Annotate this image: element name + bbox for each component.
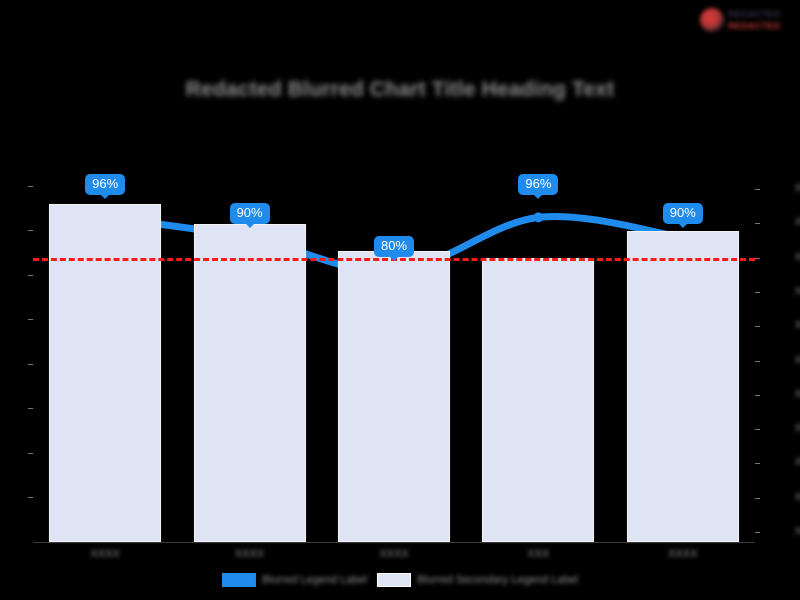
data-label-bubble: 90%	[229, 202, 270, 228]
y-axis-tick-right	[755, 429, 760, 431]
y-axis-tick-right	[755, 463, 760, 465]
bar-column[interactable]	[482, 257, 595, 542]
bar-column[interactable]	[193, 224, 306, 542]
y-axis-tick-left	[28, 230, 33, 232]
y-axis-tick-left	[28, 274, 33, 276]
y-axis-label-right: XXXX	[795, 457, 800, 469]
y-axis-label-right: XXXX	[795, 388, 800, 400]
y-axis-tick-right	[755, 292, 760, 293]
x-axis-label: XXXX	[379, 548, 409, 560]
y-axis-tick-left	[28, 497, 33, 499]
data-label-bubble: 80%	[373, 236, 415, 262]
y-axis-tick-left	[28, 408, 33, 410]
legend-item-bar-series[interactable]: Blurred Secondary Legend Label	[377, 573, 578, 587]
y-axis-tick-right	[755, 257, 760, 259]
brand-logo: REDACTED REDACTED	[700, 4, 792, 36]
y-axis-tick-right	[755, 532, 760, 533]
data-label-bubble: 96%	[85, 174, 126, 200]
y-axis-tick-right	[755, 326, 760, 328]
x-axis-label: XXXX	[90, 548, 120, 560]
line-series-marker[interactable]	[533, 212, 544, 223]
data-label-bubble: 90%	[662, 202, 703, 228]
y-axis-label-right: XXX	[795, 183, 800, 195]
brand-word-bottom: REDACTED	[728, 21, 781, 31]
bar-column[interactable]	[49, 203, 162, 542]
y-axis-tick-right	[755, 394, 760, 396]
y-axis-label-right: XXXX	[795, 320, 800, 332]
bar-column[interactable]	[338, 251, 450, 542]
y-axis-tick-right	[755, 360, 760, 362]
y-axis-tick-left	[28, 185, 33, 187]
y-axis-label-right: XXXX	[795, 217, 800, 229]
x-axis-label: XXX	[527, 548, 550, 560]
y-axis-tick-left	[28, 363, 33, 365]
x-axis-label: XXXX	[668, 548, 698, 560]
y-axis-label-right: XXXX	[795, 251, 800, 263]
brand-word-top: REDACTED	[728, 9, 781, 19]
brand-wordmark: REDACTED REDACTED	[728, 9, 792, 31]
legend-item-line-series[interactable]: Blurred Legend Label	[221, 573, 368, 587]
brand-mark-icon	[700, 8, 724, 32]
legend-label-bar-series: Blurred Secondary Legend Label	[417, 574, 579, 586]
y-axis-label-right: XXXX	[795, 286, 800, 297]
chart-legend: Blurred Legend Label Blurred Secondary L…	[216, 570, 584, 590]
plot-area: XXXXXXXXXXXXXXXXXXXXXXXXXXXXXXXXXXXXXXXX…	[28, 170, 800, 542]
bar-column[interactable]	[626, 230, 739, 542]
y-axis-label-right: XXXX	[795, 354, 800, 366]
y-axis-tick-right	[755, 497, 760, 499]
y-axis-tick-left	[28, 452, 33, 454]
y-axis-tick-right	[755, 189, 760, 191]
y-axis-label-right: XXXX	[795, 423, 800, 435]
legend-swatch-bar-icon	[377, 573, 412, 587]
legend-label-line-series: Blurred Legend Label	[261, 574, 368, 586]
x-axis-label: XXXX	[234, 548, 265, 560]
y-axis-tick-right	[755, 223, 760, 225]
y-axis-tick-left	[28, 319, 33, 321]
legend-swatch-line-icon	[221, 573, 256, 587]
chart-title: Redacted Blurred Chart Title Heading Tex…	[185, 78, 615, 101]
x-axis-line	[33, 542, 755, 543]
y-axis-label-right: XXXX	[795, 491, 800, 503]
data-label-bubble: 96%	[518, 174, 559, 200]
